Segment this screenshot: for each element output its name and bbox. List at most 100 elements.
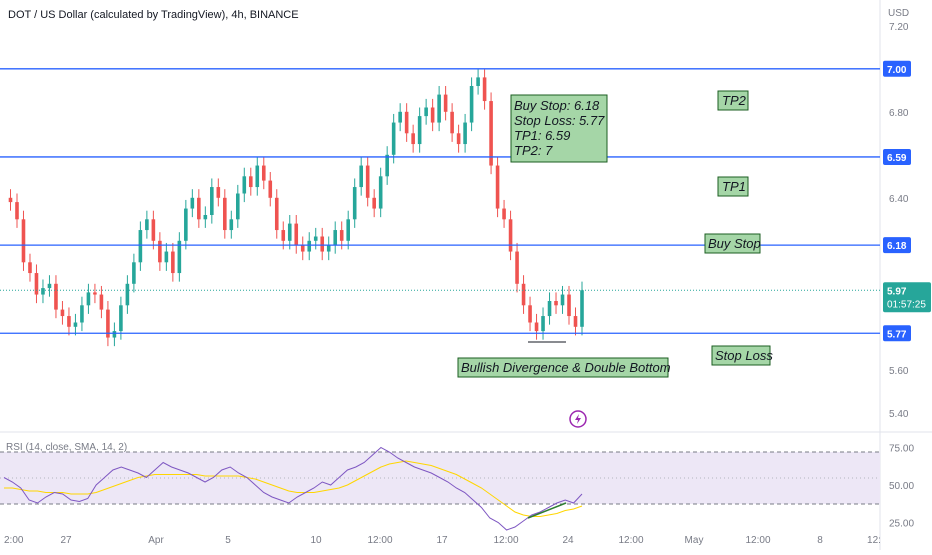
candle[interactable] <box>132 253 136 293</box>
stop-loss-label[interactable]: Stop Loss <box>711 345 773 366</box>
lightning-bolt-icon[interactable] <box>569 410 587 428</box>
candle[interactable] <box>430 98 435 132</box>
trade-line-tp2: TP2: 7 <box>514 143 553 158</box>
candle[interactable] <box>67 307 71 336</box>
candle[interactable] <box>294 215 299 254</box>
candle[interactable] <box>28 253 32 282</box>
candle[interactable] <box>463 113 467 153</box>
candle[interactable] <box>41 279 45 304</box>
candle[interactable] <box>197 189 201 228</box>
candle[interactable] <box>313 227 318 250</box>
candle[interactable] <box>437 86 441 132</box>
candle[interactable] <box>164 242 169 271</box>
candle[interactable] <box>145 210 149 239</box>
candle[interactable] <box>248 167 253 196</box>
candle[interactable] <box>489 92 493 175</box>
candle[interactable] <box>521 275 526 314</box>
candle[interactable] <box>216 178 221 207</box>
candle[interactable] <box>54 275 58 319</box>
candle[interactable] <box>119 296 123 340</box>
candle[interactable] <box>346 210 351 250</box>
candle[interactable] <box>534 313 539 340</box>
price-tick-label: 6.80 <box>889 108 909 119</box>
buy-stop-label[interactable]: Buy Stop <box>704 233 761 254</box>
candle[interactable] <box>372 189 376 218</box>
candle[interactable] <box>138 221 143 271</box>
candle[interactable] <box>333 221 338 254</box>
candle[interactable] <box>398 103 402 132</box>
price-tick-label: 6.40 <box>889 194 909 205</box>
candle[interactable] <box>34 264 39 304</box>
candle[interactable] <box>60 301 65 325</box>
candle[interactable] <box>391 113 396 164</box>
candle[interactable] <box>482 68 487 110</box>
candle[interactable] <box>287 215 292 250</box>
candle[interactable] <box>93 283 97 304</box>
candle[interactable] <box>300 236 305 261</box>
candle[interactable] <box>125 275 130 314</box>
candle[interactable] <box>242 167 247 203</box>
candle[interactable] <box>112 322 117 347</box>
candle[interactable] <box>385 146 389 185</box>
rsi-pane[interactable]: RSI (14, close, SMA, 14, 2) 75.00 50.00 25… <box>0 442 914 531</box>
level-tag <box>883 237 911 254</box>
candle[interactable] <box>404 103 409 142</box>
candle[interactable] <box>184 199 188 250</box>
candle[interactable] <box>190 189 195 218</box>
candle[interactable] <box>274 189 279 239</box>
candle[interactable] <box>8 189 13 211</box>
candle[interactable] <box>158 232 162 271</box>
candle[interactable] <box>268 172 273 207</box>
candle[interactable] <box>567 285 571 325</box>
candle[interactable] <box>171 242 175 282</box>
candle[interactable] <box>469 77 474 132</box>
candle[interactable] <box>177 232 182 282</box>
candle[interactable] <box>73 313 78 336</box>
divergence-annotation[interactable]: Bullish Divergence & Double Bottom <box>457 357 671 378</box>
candle[interactable] <box>541 307 545 340</box>
candle[interactable] <box>424 98 428 125</box>
candle[interactable] <box>255 156 260 196</box>
candle[interactable] <box>495 156 500 218</box>
candle[interactable] <box>554 292 558 314</box>
candle[interactable] <box>359 156 363 196</box>
candle[interactable] <box>528 296 532 332</box>
candle[interactable] <box>86 283 91 314</box>
candle[interactable] <box>151 210 156 250</box>
candle[interactable] <box>235 184 240 228</box>
candle[interactable] <box>210 178 214 224</box>
candle[interactable] <box>229 210 234 239</box>
tp1-label[interactable]: TP1 <box>717 176 749 197</box>
candle[interactable] <box>560 285 565 314</box>
candle[interactable] <box>21 210 26 271</box>
candle[interactable] <box>476 68 480 95</box>
candle[interactable] <box>223 189 227 239</box>
candle[interactable] <box>456 124 461 153</box>
candle[interactable] <box>320 227 325 261</box>
candle[interactable] <box>352 178 357 228</box>
trade-plan-box[interactable]: Buy Stop: 6.18 Stop Loss: 5.77 TP1: 6.59… <box>510 94 608 163</box>
candle[interactable] <box>365 156 370 207</box>
candle[interactable] <box>99 285 104 319</box>
candle[interactable] <box>80 296 84 332</box>
candle[interactable] <box>515 242 519 293</box>
candle[interactable] <box>307 232 312 261</box>
candle[interactable] <box>502 199 506 228</box>
candle[interactable] <box>547 292 552 325</box>
x-tick-label: 24 <box>562 535 574 546</box>
candle[interactable] <box>15 193 19 228</box>
candle[interactable] <box>261 156 266 190</box>
candle[interactable] <box>417 107 422 153</box>
candle[interactable] <box>411 124 415 153</box>
candle[interactable] <box>573 307 578 336</box>
tp2-label[interactable]: TP2 <box>717 90 749 111</box>
candle[interactable] <box>203 206 208 228</box>
candle[interactable] <box>47 275 52 297</box>
candle[interactable] <box>106 301 110 347</box>
candle[interactable] <box>508 210 513 261</box>
candle[interactable] <box>450 103 454 142</box>
candle[interactable] <box>378 167 383 218</box>
candle[interactable] <box>443 86 448 121</box>
candle[interactable] <box>326 236 331 261</box>
current-price-tag <box>883 282 931 313</box>
